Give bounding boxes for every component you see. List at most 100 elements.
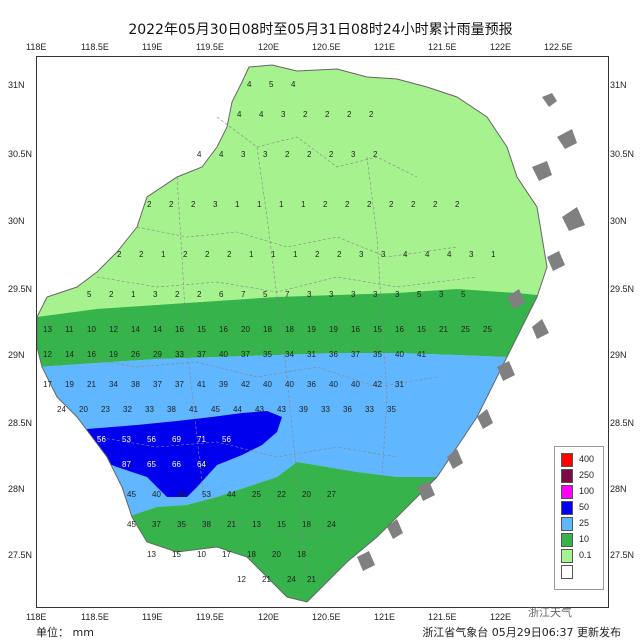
svg-text:3: 3 — [329, 290, 334, 299]
svg-text:33: 33 — [175, 350, 184, 359]
x-tick: 122E — [490, 42, 512, 52]
x-tick: 120.5E — [312, 612, 341, 622]
svg-text:18: 18 — [263, 325, 272, 334]
svg-text:37: 37 — [241, 350, 250, 359]
svg-text:7: 7 — [241, 290, 246, 299]
svg-text:35: 35 — [373, 350, 382, 359]
svg-text:21: 21 — [87, 380, 96, 389]
svg-text:3: 3 — [395, 290, 400, 299]
island — [417, 481, 435, 501]
svg-text:37: 37 — [351, 350, 360, 359]
svg-text:20: 20 — [241, 325, 250, 334]
island — [447, 449, 463, 469]
svg-text:37: 37 — [153, 380, 162, 389]
y-tick: 28.5N — [8, 418, 33, 428]
svg-text:53: 53 — [202, 490, 211, 499]
svg-text:25: 25 — [252, 490, 261, 499]
offshore-islands — [357, 93, 585, 571]
svg-text:22: 22 — [277, 490, 286, 499]
y-tick: 29N — [8, 350, 25, 360]
svg-text:40: 40 — [263, 380, 272, 389]
svg-text:40: 40 — [219, 350, 228, 359]
x-tick: 119.5E — [196, 42, 224, 52]
svg-text:23: 23 — [101, 405, 110, 414]
svg-text:71: 71 — [197, 435, 206, 444]
svg-text:15: 15 — [417, 325, 426, 334]
legend-swatch-25 — [561, 517, 573, 531]
island — [507, 289, 525, 309]
svg-text:53: 53 — [122, 435, 131, 444]
svg-text:35: 35 — [177, 520, 186, 529]
svg-text:39: 39 — [219, 380, 228, 389]
y-tick: 31N — [610, 80, 627, 90]
island — [532, 161, 552, 181]
svg-text:4: 4 — [403, 250, 408, 259]
svg-text:1: 1 — [161, 250, 166, 259]
island — [532, 319, 549, 339]
x-tick: 121.5E — [428, 42, 457, 52]
svg-text:40: 40 — [351, 380, 360, 389]
svg-text:2: 2 — [205, 250, 210, 259]
legend-label: 100 — [579, 486, 595, 496]
svg-text:11: 11 — [65, 325, 74, 334]
svg-text:10: 10 — [197, 550, 206, 559]
legend-swatch-100 — [561, 485, 573, 499]
svg-text:45: 45 — [211, 405, 220, 414]
svg-text:39: 39 — [299, 405, 308, 414]
svg-text:56: 56 — [97, 435, 106, 444]
svg-text:33: 33 — [321, 405, 330, 414]
svg-text:65: 65 — [147, 460, 156, 469]
svg-text:41: 41 — [189, 405, 198, 414]
svg-text:40: 40 — [285, 380, 294, 389]
legend-label: 10 — [579, 534, 590, 544]
svg-text:15: 15 — [197, 325, 206, 334]
svg-text:15: 15 — [172, 550, 181, 559]
svg-text:37: 37 — [152, 520, 161, 529]
x-tick: 118E — [26, 612, 47, 622]
svg-text:42: 42 — [241, 380, 250, 389]
svg-text:3: 3 — [153, 290, 158, 299]
svg-text:41: 41 — [197, 380, 206, 389]
svg-text:36: 36 — [307, 380, 316, 389]
svg-text:33: 33 — [145, 405, 154, 414]
svg-text:2: 2 — [329, 150, 334, 159]
svg-text:3: 3 — [381, 250, 386, 259]
svg-text:21: 21 — [262, 575, 271, 584]
svg-text:16: 16 — [395, 325, 404, 334]
svg-text:2: 2 — [109, 290, 114, 299]
svg-text:40: 40 — [395, 350, 404, 359]
legend-label: 400 — [579, 454, 595, 464]
svg-text:40: 40 — [329, 380, 338, 389]
svg-text:38: 38 — [131, 380, 140, 389]
svg-text:3: 3 — [307, 290, 312, 299]
x-tick: 121E — [374, 42, 396, 52]
svg-text:2: 2 — [169, 200, 174, 209]
y-tick: 29.5N — [8, 284, 33, 294]
svg-text:70: 70 — [97, 460, 106, 469]
svg-text:2: 2 — [285, 150, 290, 159]
svg-text:40: 40 — [152, 490, 161, 499]
svg-text:18: 18 — [297, 550, 306, 559]
svg-text:12: 12 — [237, 575, 246, 584]
svg-text:10: 10 — [87, 325, 96, 334]
svg-text:3: 3 — [359, 250, 364, 259]
svg-text:5: 5 — [461, 290, 466, 299]
x-tick: 120.5E — [312, 42, 341, 52]
svg-text:36: 36 — [329, 350, 338, 359]
svg-text:25: 25 — [461, 325, 470, 334]
svg-text:1: 1 — [235, 200, 240, 209]
svg-text:19: 19 — [109, 350, 118, 359]
svg-text:5: 5 — [269, 80, 274, 89]
svg-text:15: 15 — [277, 520, 286, 529]
svg-text:69: 69 — [172, 435, 181, 444]
zone-50mm — [87, 411, 282, 497]
svg-text:4: 4 — [219, 150, 224, 159]
svg-text:4: 4 — [197, 150, 202, 159]
island — [547, 251, 565, 271]
issuer-label: 浙江省气象台 05月29日06:37 更新发布 — [422, 626, 621, 639]
svg-text:24: 24 — [327, 520, 336, 529]
svg-text:27: 27 — [327, 490, 336, 499]
svg-text:1: 1 — [491, 250, 496, 259]
svg-text:36: 36 — [343, 405, 352, 414]
